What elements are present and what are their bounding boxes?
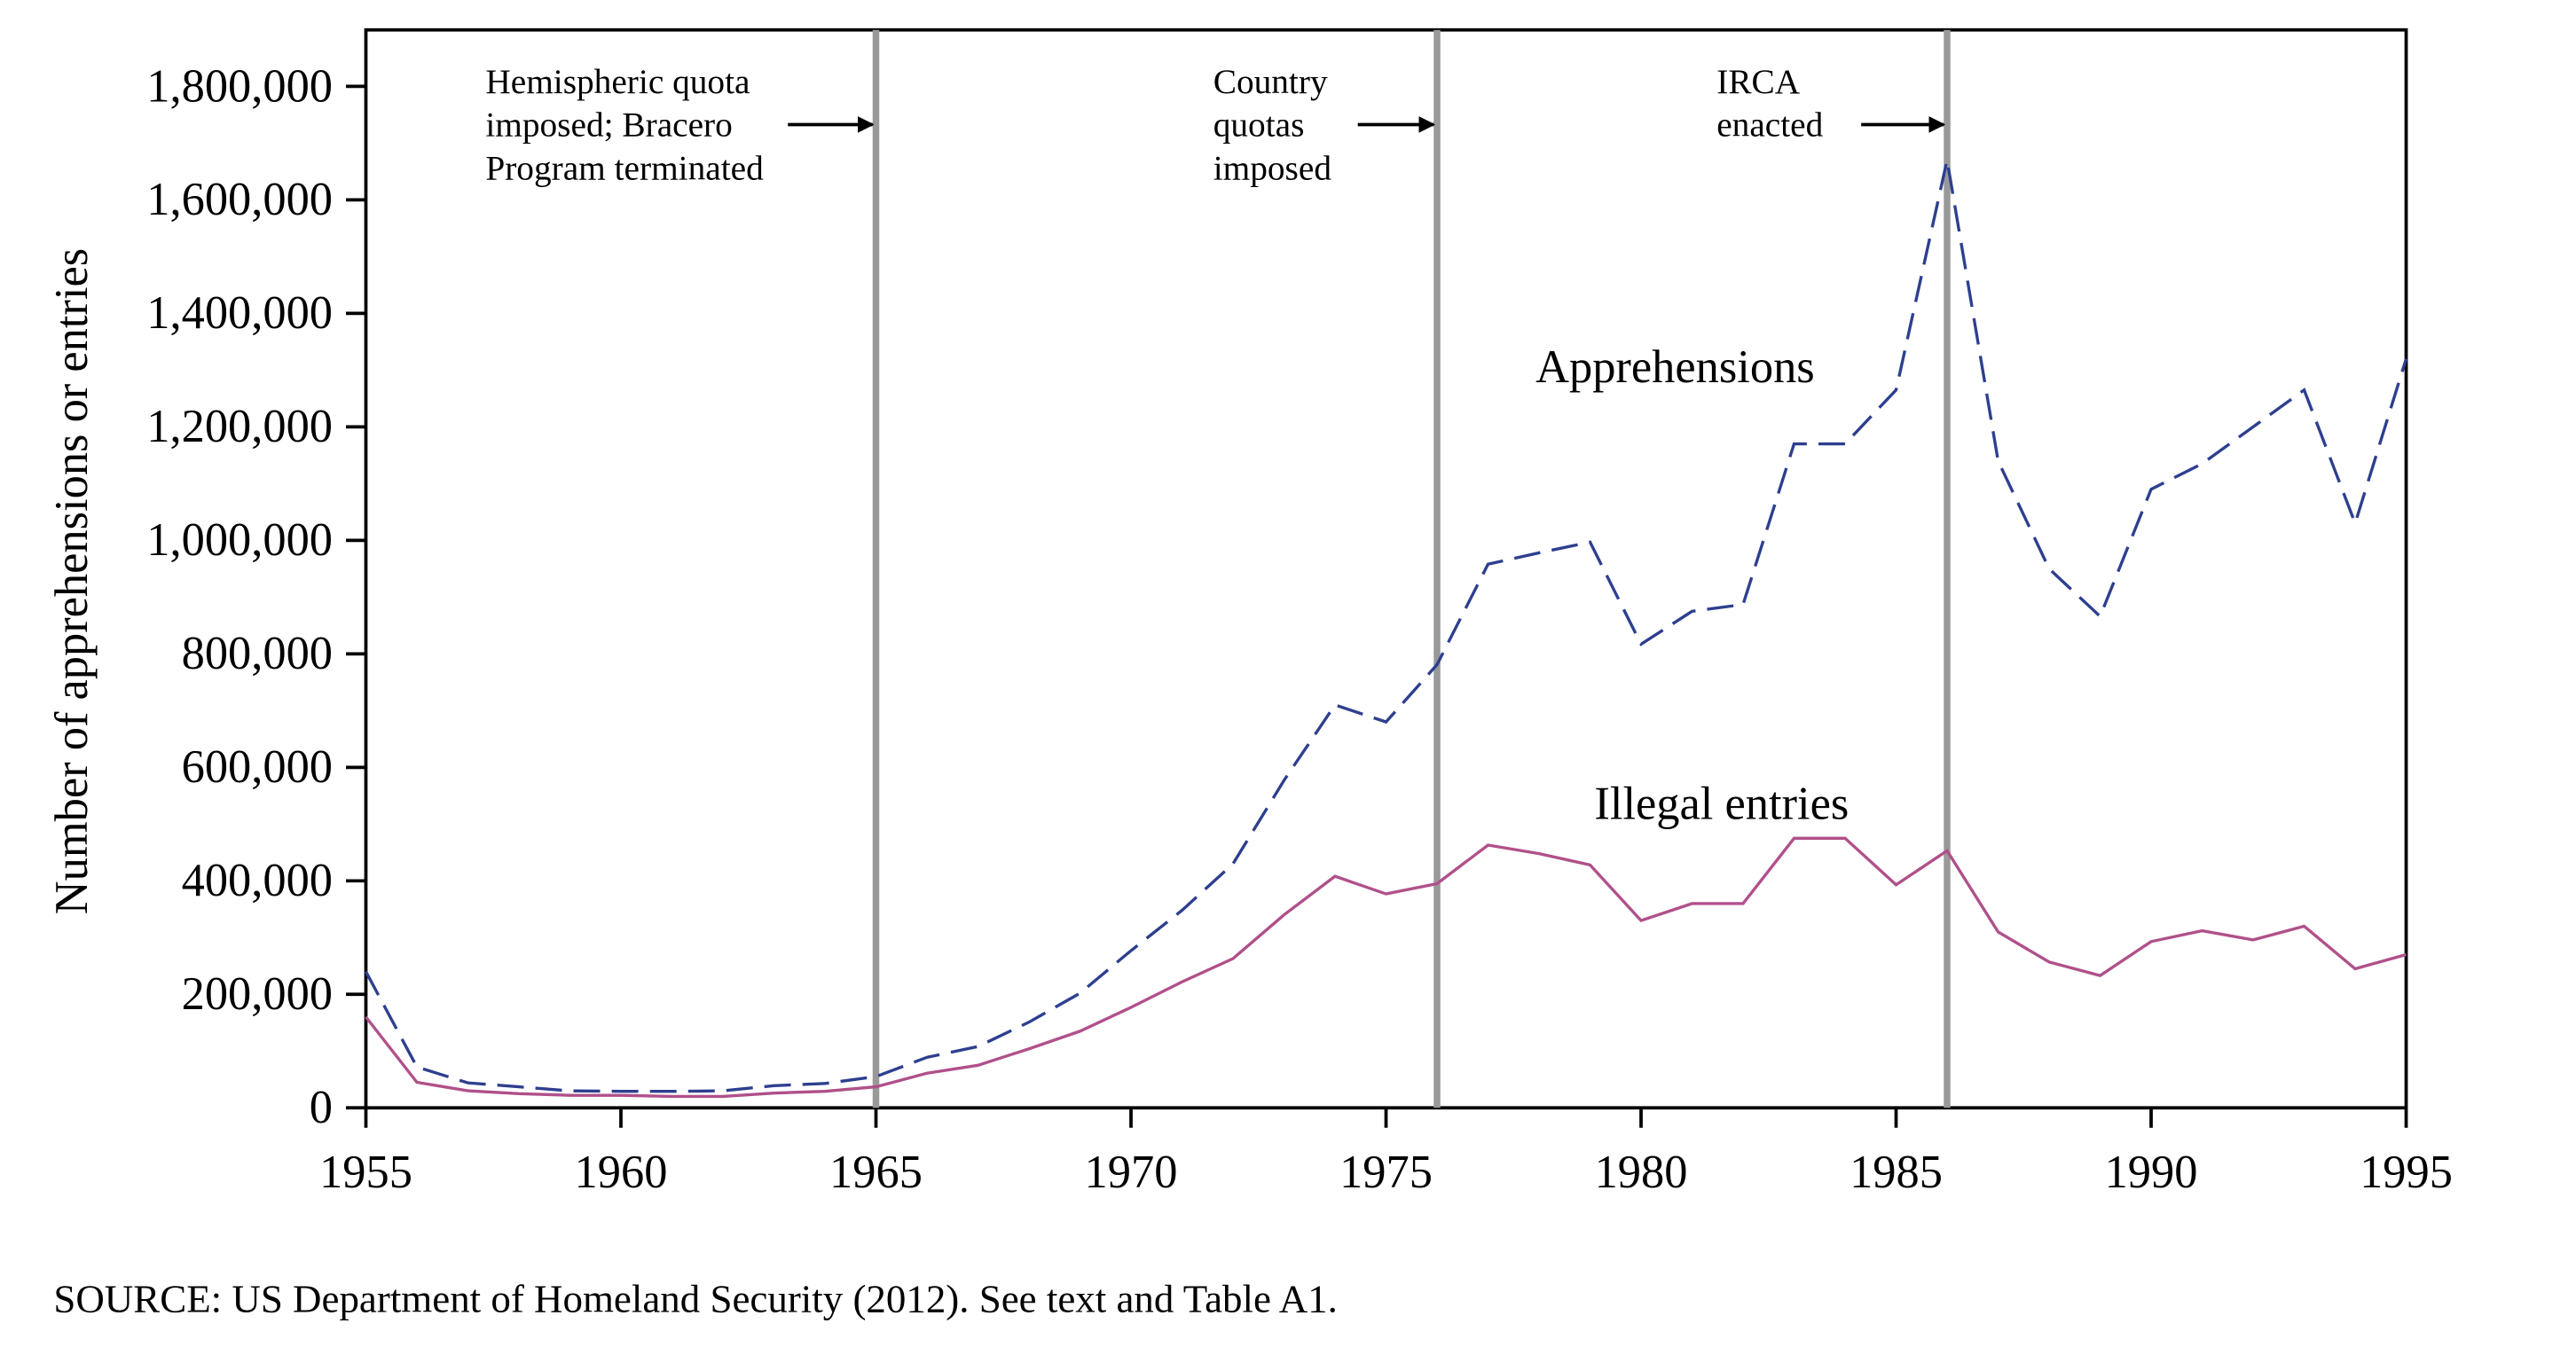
y-tick-label: 0 bbox=[310, 1082, 333, 1133]
event-label: quotas bbox=[1213, 106, 1305, 145]
series-label: Illegal entries bbox=[1594, 778, 1849, 829]
y-tick-label: 1,200,000 bbox=[146, 401, 333, 452]
x-tick-label: 1960 bbox=[575, 1147, 668, 1198]
event-label: imposed bbox=[1213, 148, 1332, 187]
x-tick-label: 1955 bbox=[319, 1147, 412, 1198]
y-tick-label: 800,000 bbox=[182, 628, 333, 679]
x-tick-label: 1975 bbox=[1339, 1147, 1433, 1198]
y-tick-label: 1,800,000 bbox=[146, 60, 333, 112]
event-label: Program terminated bbox=[485, 148, 764, 187]
event-label: enacted bbox=[1716, 106, 1823, 145]
x-tick-label: 1990 bbox=[2105, 1147, 2198, 1198]
event-label: IRCA bbox=[1716, 62, 1801, 101]
x-tick-label: 1970 bbox=[1085, 1147, 1178, 1198]
x-tick-label: 1980 bbox=[1595, 1147, 1688, 1198]
y-tick-label: 600,000 bbox=[182, 741, 333, 793]
source-note: SOURCE: US Department of Homeland Securi… bbox=[53, 1277, 1338, 1321]
x-tick-label: 1965 bbox=[829, 1147, 923, 1198]
y-tick-label: 1,000,000 bbox=[146, 514, 333, 566]
event-label: Country bbox=[1213, 62, 1328, 101]
y-tick-label: 1,600,000 bbox=[146, 174, 333, 225]
event-label: Hemispheric quota bbox=[485, 62, 750, 101]
x-tick-label: 1995 bbox=[2360, 1147, 2453, 1198]
y-tick-label: 200,000 bbox=[182, 968, 333, 1020]
plot-frame bbox=[364, 27, 2408, 1110]
y-tick-label: 1,400,000 bbox=[146, 287, 333, 339]
series-label: Apprehensions bbox=[1535, 341, 1815, 393]
event-label: imposed; Bracero bbox=[485, 106, 733, 145]
x-tick-label: 1985 bbox=[1850, 1147, 1943, 1198]
y-tick-label: 400,000 bbox=[182, 855, 333, 906]
series-line bbox=[365, 836, 2407, 1099]
series-line bbox=[365, 160, 2408, 1093]
y-axis-label: Number of apprehensions or entries bbox=[46, 248, 98, 914]
